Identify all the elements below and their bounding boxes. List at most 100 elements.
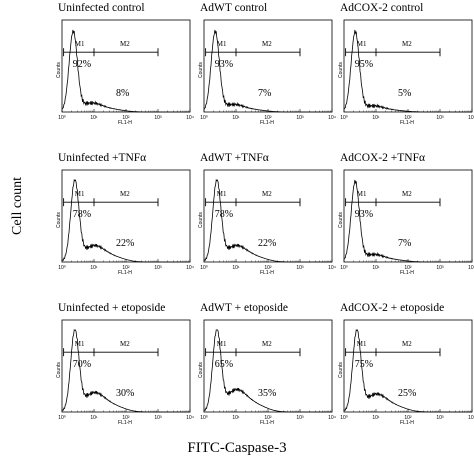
pct-m2: 22%: [258, 238, 276, 249]
histogram-curve: [343, 29, 472, 113]
panel-y-axis-label: Counts: [198, 62, 204, 78]
plot-area: 10⁰ 10¹ 10² 10³ 10⁴ FL1-H Counts M1 M2 75% 25%: [338, 319, 474, 426]
histogram-curve: [61, 29, 190, 113]
pct-m1: 70%: [73, 359, 91, 370]
x-tick-label: 10⁰: [200, 265, 208, 271]
pct-m2: 7%: [258, 88, 271, 99]
gate-label-m1: M1: [75, 40, 85, 48]
x-tick-label: 10³: [296, 265, 304, 271]
panel-x-axis-label: FL1-H: [118, 420, 132, 426]
pct-m2: 30%: [116, 388, 134, 399]
pct-m2: 8%: [116, 88, 129, 99]
pct-m2: 22%: [116, 238, 134, 249]
gate-label-m2: M2: [120, 190, 130, 198]
x-tick-label: 10³: [154, 415, 162, 421]
gate-label-m1: M1: [75, 190, 85, 198]
pct-m2: 5%: [398, 88, 411, 99]
panel-title: Uninfected +TNFα: [58, 152, 147, 164]
panel-y-axis-label: Counts: [198, 212, 204, 228]
x-tick-label: 10⁰: [340, 115, 348, 121]
gate-label-m1: M1: [357, 190, 367, 198]
x-tick-label: 10³: [154, 115, 162, 121]
gate-label-m1: M1: [357, 40, 367, 48]
panel-y-axis-label: Counts: [338, 212, 344, 228]
panel-x-axis-label: FL1-H: [400, 120, 414, 126]
panel-y-axis-label: Counts: [198, 362, 204, 378]
x-tick-label: 10¹: [90, 115, 98, 121]
x-tick-label: 10¹: [372, 265, 380, 271]
x-tick-label: 10⁴: [328, 415, 336, 421]
pct-m2: 25%: [398, 388, 416, 399]
panel-y-axis-label: Counts: [338, 362, 344, 378]
panel-y-axis-label: Counts: [56, 62, 62, 78]
panel-x-axis-label: FL1-H: [400, 420, 414, 426]
panel-title: Uninfected control: [58, 2, 145, 14]
pct-m2: 35%: [258, 388, 276, 399]
plot-area: 10⁰ 10¹ 10² 10³ 10⁴ FL1-H Counts M1 M2 70% 30%: [56, 319, 194, 426]
x-tick-label: 10¹: [90, 415, 98, 421]
histogram-plot: 10⁰ 10¹ 10² 10³ 10⁴ FL1-H Counts M1 M2 70% 30%: [56, 319, 194, 426]
x-tick-label: 10⁰: [340, 415, 348, 421]
histogram-curve: [203, 178, 332, 263]
histogram-panel: AdWT +TNFα 10⁰ 10¹ 10² 10³ 10⁴ FL1-H Counts M1 M2…: [198, 152, 340, 278]
histogram-curve: [343, 329, 472, 413]
x-tick-label: 10³: [296, 415, 304, 421]
y-axis-label: Cell count: [10, 177, 25, 235]
x-tick-label: 10²: [122, 265, 130, 271]
histogram-panel: AdCOX-2 control 10⁰ 10¹ 10² 10³ 10⁴ FL1-H Count…: [338, 2, 474, 128]
x-tick-label: 10⁴: [186, 265, 194, 271]
pct-m1: 93%: [215, 59, 233, 70]
x-tick-label: 10¹: [232, 115, 240, 121]
histogram-panel: AdCOX-2 +TNFα 10⁰ 10¹ 10² 10³ 10⁴ FL1-H Counts M…: [338, 152, 474, 278]
x-tick-label: 10³: [154, 265, 162, 271]
x-tick-label: 10¹: [372, 415, 380, 421]
panel-y-axis-label: Counts: [338, 62, 344, 78]
gate-label-m1: M1: [217, 40, 227, 48]
pct-m2: 7%: [398, 238, 411, 249]
x-tick-label: 10⁰: [58, 115, 66, 121]
gate-label-m1: M1: [217, 340, 227, 348]
pct-m1: 93%: [355, 209, 373, 220]
x-tick-label: 10²: [264, 115, 272, 121]
gate-label-m2: M2: [262, 40, 272, 48]
histogram-plot: 10⁰ 10¹ 10² 10³ 10⁴ FL1-H Counts M1 M2 93% 7%: [198, 19, 336, 126]
x-axis-label: FITC-Caspase-3: [187, 440, 287, 456]
histogram-panel: Uninfected control 10⁰ 10¹ 10² 10³ 10⁴ FL1-H Co…: [56, 2, 198, 128]
panel-x-axis-label: FL1-H: [118, 270, 132, 276]
pct-m1: 92%: [73, 59, 91, 70]
panel-x-axis-label: FL1-H: [400, 270, 414, 276]
histogram-plot: 10⁰ 10¹ 10² 10³ 10⁴ FL1-H Counts M1 M2 75% 25%: [338, 319, 474, 426]
gate-label-m2: M2: [120, 40, 130, 48]
x-tick-label: 10⁴: [468, 265, 474, 271]
histogram-panel: AdWT + etoposide 10⁰ 10¹ 10² 10³ 10⁴ FL1-H Coun…: [198, 302, 340, 428]
x-tick-label: 10²: [404, 265, 412, 271]
plot-area: 10⁰ 10¹ 10² 10³ 10⁴ FL1-H Counts M1 M2 93% 7%: [198, 19, 336, 126]
pct-m1: 95%: [355, 59, 373, 70]
x-tick-label: 10⁴: [328, 115, 336, 121]
panel-title: AdCOX-2 + etoposide: [340, 302, 445, 314]
x-tick-label: 10²: [122, 415, 130, 421]
gate-label-m2: M2: [402, 340, 412, 348]
x-tick-label: 10¹: [232, 415, 240, 421]
panel-x-axis-label: FL1-H: [260, 120, 274, 126]
x-tick-label: 10³: [296, 115, 304, 121]
x-tick-label: 10⁰: [58, 415, 66, 421]
plot-area: 10⁰ 10¹ 10² 10³ 10⁴ FL1-H Counts M1 M2 93% 7%: [338, 169, 474, 276]
histogram-panel: AdWT control 10⁰ 10¹ 10² 10³ 10⁴ FL1-H Counts M1…: [198, 2, 340, 128]
histogram-plot: 10⁰ 10¹ 10² 10³ 10⁴ FL1-H Counts M1 M2 78% 22%: [56, 169, 194, 276]
histogram-panel: Uninfected +TNFα 10⁰ 10¹ 10² 10³ 10⁴ FL1-H Coun…: [56, 152, 198, 278]
gate-label-m1: M1: [357, 340, 367, 348]
panel-title: AdWT +TNFα: [200, 152, 269, 164]
histogram-panel: AdCOX-2 + etoposide 10⁰ 10¹ 10² 10³ 10⁴ FL1-H C…: [338, 302, 474, 428]
histogram-curve: [343, 179, 472, 263]
x-tick-label: 10¹: [232, 265, 240, 271]
histogram-plot: 10⁰ 10¹ 10² 10³ 10⁴ FL1-H Counts M1 M2 95% 5%: [338, 19, 474, 126]
x-tick-label: 10⁴: [186, 115, 194, 121]
x-tick-label: 10⁰: [200, 415, 208, 421]
histogram-plot: 10⁰ 10¹ 10² 10³ 10⁴ FL1-H Counts M1 M2 65% 35%: [198, 319, 336, 426]
pct-m1: 78%: [73, 209, 91, 220]
x-tick-label: 10²: [404, 115, 412, 121]
gate-label-m2: M2: [402, 190, 412, 198]
gate-label-m2: M2: [262, 340, 272, 348]
